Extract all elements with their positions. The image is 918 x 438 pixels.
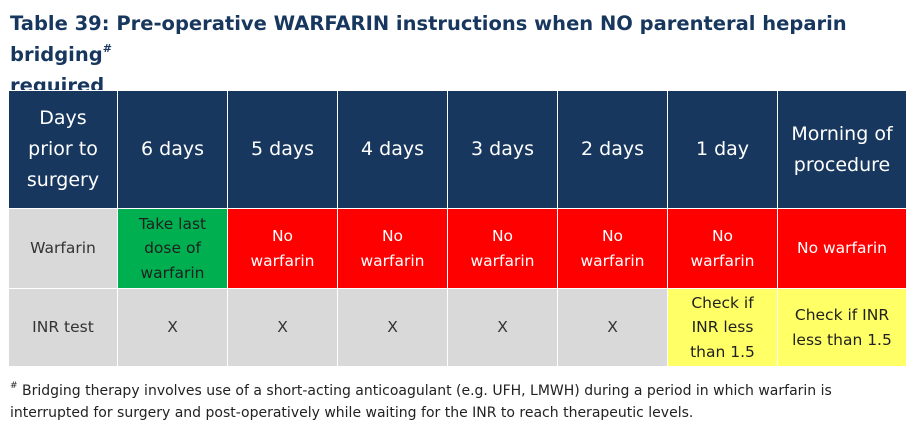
row-label-inr-test: INR test: [8, 288, 118, 367]
cell-no-warfarin: No warfarin: [557, 208, 668, 289]
cell-no-warfarin: No warfarin: [447, 208, 558, 289]
cell-check-inr: Check if INR less than 1.5: [777, 288, 907, 367]
warfarin-instructions-table: Days prior to surgery 6 days 5 days 4 da…: [8, 90, 907, 367]
cell-no-warfarin: No warfarin: [667, 208, 778, 289]
table-title: Table 39: Pre-operative WARFARIN instruc…: [10, 8, 890, 101]
cell-take-last-dose: Take last dose of warfarin: [117, 208, 228, 289]
header-row: Days prior to surgery 6 days 5 days 4 da…: [8, 90, 907, 209]
table-row-inr-test: INR test X X X X X Check if INR less tha…: [8, 288, 907, 367]
footnote: # Bridging therapy involves use of a sho…: [10, 380, 908, 424]
header-6-days: 6 days: [117, 90, 228, 209]
footnote-mark: #: [10, 381, 18, 392]
table-row-warfarin: Warfarin Take last dose of warfarin No w…: [8, 208, 907, 289]
cell-inr-x: X: [447, 288, 558, 367]
cell-check-inr: Check if INR less than 1.5: [667, 288, 778, 367]
cell-inr-x: X: [557, 288, 668, 367]
header-3-days: 3 days: [447, 90, 558, 209]
row-label-warfarin: Warfarin: [8, 208, 118, 289]
header-days-prior: Days prior to surgery: [8, 90, 118, 209]
cell-no-warfarin: No warfarin: [337, 208, 448, 289]
cell-inr-x: X: [337, 288, 448, 367]
cell-inr-x: X: [117, 288, 228, 367]
header-2-days: 2 days: [557, 90, 668, 209]
table-title-footnote-mark: #: [102, 41, 112, 55]
header-4-days: 4 days: [337, 90, 448, 209]
footnote-text: Bridging therapy involves use of a short…: [10, 383, 832, 421]
header-1-day: 1 day: [667, 90, 778, 209]
table-title-text: Table 39: Pre-operative WARFARIN instruc…: [10, 12, 847, 66]
header-5-days: 5 days: [227, 90, 338, 209]
cell-inr-x: X: [227, 288, 338, 367]
header-morning-of-procedure: Morning of procedure: [777, 90, 907, 209]
cell-no-warfarin: No warfarin: [777, 208, 907, 289]
cell-no-warfarin: No warfarin: [227, 208, 338, 289]
